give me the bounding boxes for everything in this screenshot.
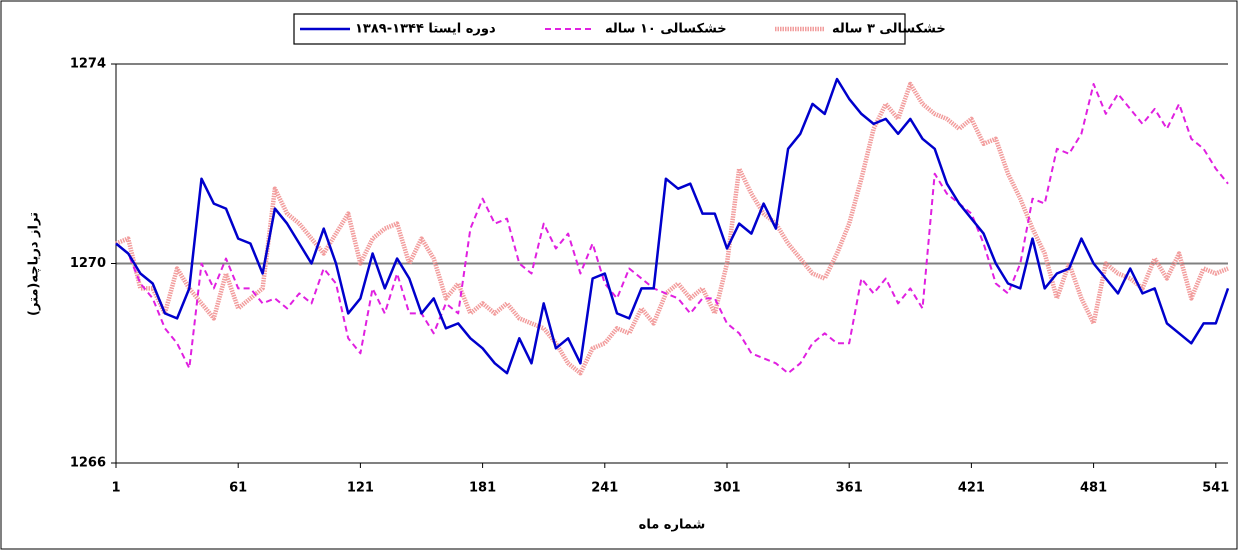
x-tick-label: 181	[469, 481, 496, 496]
x-tick-label: 1	[111, 481, 120, 496]
x-axis-label: شماره ماه	[639, 518, 706, 533]
legend-label: دوره ایستا ۱۳۴۴-۱۳۸۹	[355, 22, 496, 37]
series-line	[115, 77, 1230, 375]
y-tick-label: 1266	[70, 456, 106, 471]
y-tick-label: 1274	[70, 57, 106, 72]
y-axis-label: تراز دریاچه(متر)	[27, 212, 42, 316]
legend-label: خشکسالی ۳ ساله	[832, 22, 946, 37]
x-tick-label: 301	[713, 481, 740, 496]
x-tick-label: 421	[958, 481, 985, 496]
x-tick-label: 61	[229, 481, 247, 496]
legend-label: خشکسالی ۱۰ ساله	[605, 22, 727, 37]
x-tick-label: 541	[1202, 481, 1229, 496]
x-tick-label: 121	[347, 481, 374, 496]
y-tick-label: 1270	[70, 256, 106, 271]
x-tick-label: 241	[591, 481, 618, 496]
x-tick-label: 481	[1080, 481, 1107, 496]
series-line	[115, 81, 1229, 376]
series-line	[115, 83, 1229, 375]
x-tick-label: 361	[836, 481, 863, 496]
